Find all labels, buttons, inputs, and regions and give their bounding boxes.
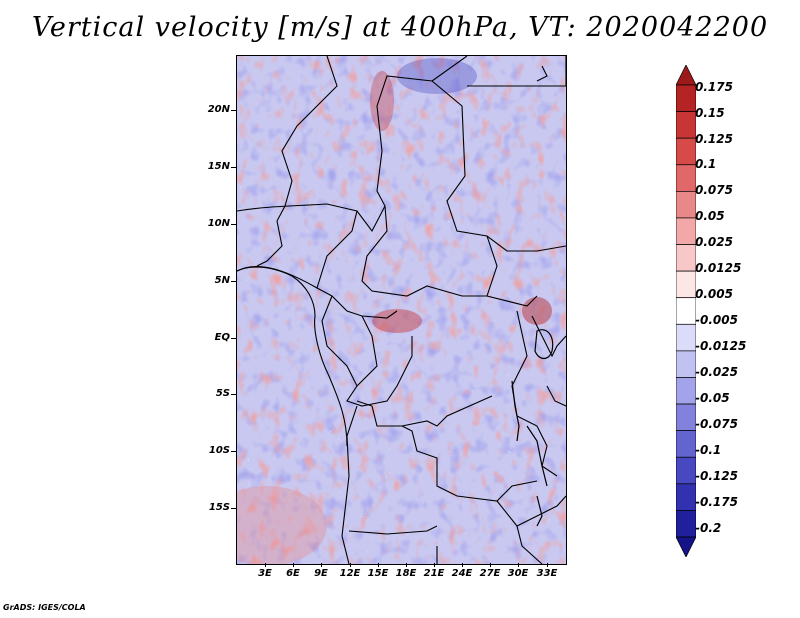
y-axis-label: EQ: [214, 332, 230, 343]
colorbar-segment: [676, 430, 696, 458]
x-axis-label: 12E: [339, 568, 361, 579]
y-axis-label: 15S: [208, 502, 230, 513]
near-zero-layer: [237, 56, 566, 564]
colorbar-segment: [676, 111, 696, 139]
y-axis-label: 10S: [208, 445, 230, 456]
x-axis-label: 27E: [479, 568, 501, 579]
colorbar-segment: [676, 244, 696, 272]
colorbar-segment: [676, 350, 696, 378]
colorbar-label: -0.05: [695, 391, 730, 405]
x-axis-label: 24E: [451, 568, 473, 579]
x-tick: [293, 563, 294, 567]
x-tick: [406, 563, 407, 567]
strong-updraft-region: [372, 309, 422, 333]
x-tick: [462, 563, 463, 567]
colorbar-segment: [676, 191, 696, 219]
y-tick: [231, 224, 236, 225]
colorbar-bottom-triangle: [676, 536, 696, 557]
colorbar-label: 0.025: [695, 235, 733, 249]
x-tick: [518, 563, 519, 567]
y-axis-label: 15N: [207, 161, 230, 172]
colorbar-top-triangle: [676, 65, 696, 86]
colorbar-segment: [676, 217, 696, 245]
y-tick: [231, 394, 236, 395]
colorbar-label: 0.175: [695, 80, 733, 94]
colorbar-segment: [676, 403, 696, 431]
colorbar-segment: [676, 483, 696, 511]
chart-title: Vertical velocity [m/s] at 400hPa, VT: 2…: [31, 12, 769, 43]
colorbar-segment: [676, 164, 696, 192]
x-tick: [547, 563, 548, 567]
x-axis-label: 15E: [367, 568, 389, 579]
colorbar-label: -0.0125: [695, 339, 747, 353]
y-axis-label: 5N: [214, 275, 230, 286]
colorbar-label: -0.025: [695, 365, 738, 379]
x-axis-label: 3E: [258, 568, 272, 579]
colorbar-label: 0.05: [695, 209, 725, 223]
colorbar-segment: [676, 510, 696, 538]
y-axis-label: 10N: [207, 218, 230, 229]
colorbar-label: -0.005: [695, 313, 738, 327]
country-borders: [237, 56, 566, 564]
x-axis-label: 6E: [286, 568, 300, 579]
y-axis-label: 20N: [207, 104, 230, 115]
strong-updraft-region: [522, 297, 552, 325]
wave-pattern-region: [237, 486, 327, 564]
colorbar-label: -0.1: [695, 443, 722, 457]
x-tick: [490, 563, 491, 567]
vertical-velocity-field: [237, 56, 566, 564]
lakes: [511, 329, 554, 527]
colorbar-segment: [676, 270, 696, 299]
colorbar-label: 0.125: [695, 132, 733, 146]
x-axis-label: 30E: [507, 568, 529, 579]
colorbar-label: 0.15: [695, 106, 725, 120]
colorbar-label: 0.0125: [695, 261, 742, 275]
coastline: [237, 266, 348, 447]
colorbar-segment: [676, 456, 696, 485]
x-tick: [350, 563, 351, 567]
colorbar-label: -0.125: [695, 469, 738, 483]
colorbar-label: -0.075: [695, 417, 738, 431]
x-tick: [378, 563, 379, 567]
downdraft-region: [397, 58, 477, 94]
colorbar-segment: [676, 84, 696, 112]
y-tick: [231, 167, 236, 168]
colorbar-segment: [676, 297, 696, 325]
y-tick: [231, 338, 236, 339]
x-axis-label: 33E: [536, 568, 558, 579]
map-panel: [236, 55, 567, 565]
colorbar-label: 0.075: [695, 183, 733, 197]
y-tick: [231, 451, 236, 452]
colorbar-label: 0.005: [695, 287, 733, 301]
x-tick: [321, 563, 322, 567]
colorbar-label: -0.2: [695, 521, 722, 535]
colorbar-label: 0.1: [695, 157, 717, 171]
colorbar-segment: [676, 137, 696, 166]
y-tick: [231, 508, 236, 509]
x-axis-label: 18E: [395, 568, 417, 579]
grads-credit: GrADS: IGES/COLA: [3, 603, 86, 612]
x-tick: [265, 563, 266, 567]
colorbar-segment: [676, 323, 696, 352]
colorbar-segment: [676, 377, 696, 405]
x-axis-label: 9E: [314, 568, 328, 579]
y-tick: [231, 110, 236, 111]
x-tick: [434, 563, 435, 567]
colorbar-label: -0.175: [695, 495, 738, 509]
x-axis-label: 21E: [423, 568, 445, 579]
colorbar: [676, 65, 696, 557]
y-tick: [231, 281, 236, 282]
y-axis-label: 5S: [215, 388, 230, 399]
strong-updraft-region: [370, 71, 394, 131]
